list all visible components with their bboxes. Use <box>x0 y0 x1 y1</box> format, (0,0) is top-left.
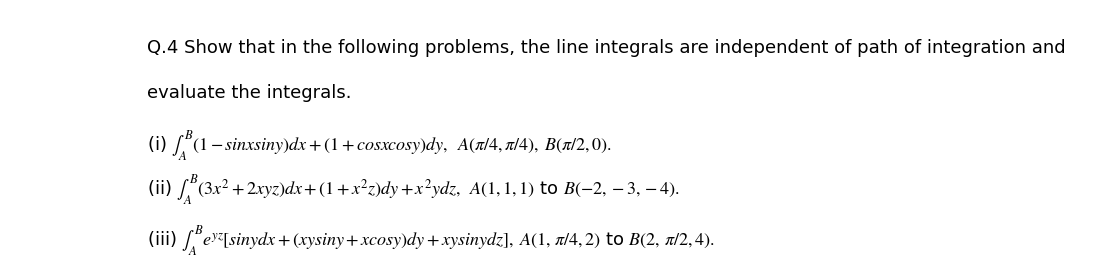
Text: (iii) $\int_A^B e^{yz}[\mathit{sinydx} + (\mathit{xysiny} + \mathit{xcosy})dy + : (iii) $\int_A^B e^{yz}[\mathit{sinydx} +… <box>147 224 715 258</box>
Text: evaluate the integrals.: evaluate the integrals. <box>147 84 352 102</box>
Text: Q.4 Show that in the following problems, the line integrals are independent of p: Q.4 Show that in the following problems,… <box>147 39 1065 57</box>
Text: (i) $\int_A^B(1 - \mathit{sinxsiny})dx + (1 + \mathit{cosxcosy})dy,\;\; A(\pi/4,: (i) $\int_A^B(1 - \mathit{sinxsiny})dx +… <box>147 128 612 163</box>
Text: (ii) $\int_A^B(3x^2 + 2xyz)dx + (1 + x^2z)dy + x^2ydz,\;\; A(1,1,1)$ to $B(-2,-3: (ii) $\int_A^B(3x^2 + 2xyz)dx + (1 + x^2… <box>147 173 681 207</box>
